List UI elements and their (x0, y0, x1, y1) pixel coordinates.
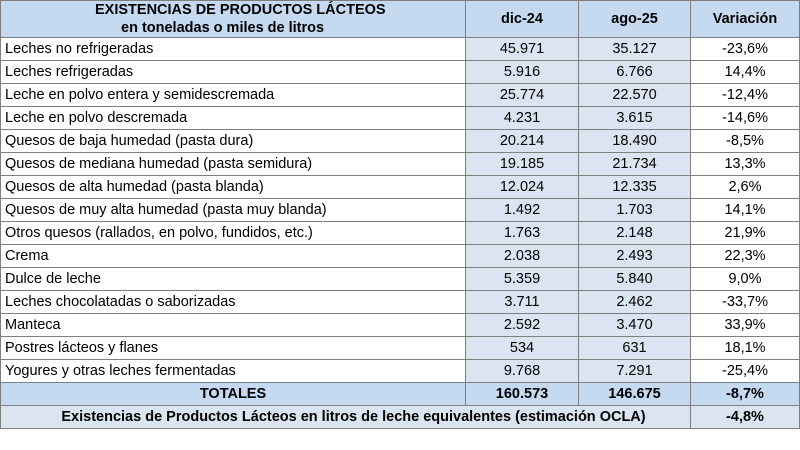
value-variation: 14,1% (690, 198, 800, 222)
product-name: Quesos de muy alta humedad (pasta muy bl… (0, 198, 466, 222)
product-name: Leches chocolatadas o saborizadas (0, 290, 466, 314)
table-row: Dulce de leche 5.359 5.840 9,0% (0, 267, 800, 291)
totals-variation: -8,7% (690, 382, 800, 406)
value-ago25: 6.766 (578, 60, 691, 84)
value-variation: 2,6% (690, 175, 800, 199)
value-dic24: 4.231 (465, 106, 579, 130)
value-ago25: 2.493 (578, 244, 691, 268)
value-ago25: 5.840 (578, 267, 691, 291)
value-dic24: 534 (465, 336, 579, 360)
product-name: Quesos de alta humedad (pasta blanda) (0, 175, 466, 199)
value-variation: 9,0% (690, 267, 800, 291)
table-row: Crema 2.038 2.493 22,3% (0, 244, 800, 268)
value-ago25: 3.615 (578, 106, 691, 130)
table-row: Quesos de alta humedad (pasta blanda) 12.… (0, 175, 800, 199)
value-variation: -12,4% (690, 83, 800, 107)
value-ago25: 1.703 (578, 198, 691, 222)
table-title: EXISTENCIAS DE PRODUCTOS LÁCTEOS (95, 2, 386, 18)
value-ago25: 3.470 (578, 313, 691, 337)
value-variation: -8,5% (690, 129, 800, 153)
value-ago25: 2.148 (578, 221, 691, 245)
value-ago25: 18.490 (578, 129, 691, 153)
product-name: Quesos de mediana humedad (pasta semidur… (0, 152, 466, 176)
value-dic24: 5.916 (465, 60, 579, 84)
value-ago25: 35.127 (578, 37, 691, 61)
value-ago25: 22.570 (578, 83, 691, 107)
value-ago25: 7.291 (578, 359, 691, 383)
value-ago25: 631 (578, 336, 691, 360)
value-variation: 22,3% (690, 244, 800, 268)
table-body: Leches no refrigeradas 45.971 35.127 -23,6%… (0, 37, 800, 383)
value-dic24: 1.763 (465, 221, 579, 245)
product-name: Yogures y otras leches fermentadas (0, 359, 466, 383)
value-ago25: 12.335 (578, 175, 691, 199)
table-row: Yogures y otras leches fermentadas 9.768 7… (0, 359, 800, 383)
totals-dic24: 160.573 (465, 382, 579, 406)
product-name: Otros quesos (rallados, en polvo, fundid… (0, 221, 466, 245)
value-variation: -14,6% (690, 106, 800, 130)
table-row: Postres lácteos y flanes 534 631 18,1% (0, 336, 800, 360)
table-row: Quesos de muy alta humedad (pasta muy bl… (0, 198, 800, 222)
product-name: Crema (0, 244, 466, 268)
table-row: Leches no refrigeradas 45.971 35.127 -23,6% (0, 37, 800, 61)
value-ago25: 21.734 (578, 152, 691, 176)
table-subtitle: en toneladas o miles de litros (121, 20, 325, 36)
table-row: Quesos de baja humedad (pasta dura) 20.21… (0, 129, 800, 153)
equivalent-label: Existencias de Productos Lácteos en litr… (0, 405, 691, 429)
equivalent-row: Existencias de Productos Lácteos en litr… (0, 405, 800, 429)
table-row: Manteca 2.592 3.470 33,9% (0, 313, 800, 337)
totals-row: TOTALES 160.573 146.675 -8,7% (0, 382, 800, 406)
table-row: Quesos de mediana humedad (pasta semidur… (0, 152, 800, 176)
value-dic24: 5.359 (465, 267, 579, 291)
equivalent-variation: -4,8% (690, 405, 800, 429)
dairy-stock-table: EXISTENCIAS DE PRODUCTOS LÁCTEOS en tone… (0, 0, 800, 429)
product-name: Leche en polvo descremada (0, 106, 466, 130)
product-name: Leche en polvo entera y semidescremada (0, 83, 466, 107)
value-variation: 21,9% (690, 221, 800, 245)
value-ago25: 2.462 (578, 290, 691, 314)
value-dic24: 20.214 (465, 129, 579, 153)
product-name: Postres lácteos y flanes (0, 336, 466, 360)
totals-ago25: 146.675 (578, 382, 691, 406)
product-name: Manteca (0, 313, 466, 337)
product-name: Dulce de leche (0, 267, 466, 291)
table-row: Leches refrigeradas 5.916 6.766 14,4% (0, 60, 800, 84)
value-variation: 33,9% (690, 313, 800, 337)
column-header-dic24: dic-24 (465, 0, 579, 38)
product-name: Leches no refrigeradas (0, 37, 466, 61)
table-row: Leche en polvo descremada 4.231 3.615 -14,6… (0, 106, 800, 130)
value-variation: -33,7% (690, 290, 800, 314)
value-dic24: 45.971 (465, 37, 579, 61)
table-row: Leches chocolatadas o saborizadas 3.711 2.… (0, 290, 800, 314)
value-variation: 18,1% (690, 336, 800, 360)
value-dic24: 12.024 (465, 175, 579, 199)
column-header-variation: Variación (690, 0, 800, 38)
value-variation: -23,6% (690, 37, 800, 61)
table-row: Leche en polvo entera y semidescremada 25… (0, 83, 800, 107)
value-variation: 14,4% (690, 60, 800, 84)
table-title-cell: EXISTENCIAS DE PRODUCTOS LÁCTEOS en tone… (0, 0, 466, 38)
product-name: Quesos de baja humedad (pasta dura) (0, 129, 466, 153)
totals-label: TOTALES (0, 382, 466, 406)
table-row: Otros quesos (rallados, en polvo, fundid… (0, 221, 800, 245)
value-dic24: 3.711 (465, 290, 579, 314)
value-dic24: 9.768 (465, 359, 579, 383)
value-dic24: 2.592 (465, 313, 579, 337)
product-name: Leches refrigeradas (0, 60, 466, 84)
value-dic24: 2.038 (465, 244, 579, 268)
value-dic24: 19.185 (465, 152, 579, 176)
value-dic24: 25.774 (465, 83, 579, 107)
header-row: EXISTENCIAS DE PRODUCTOS LÁCTEOS en tone… (0, 0, 800, 38)
value-variation: 13,3% (690, 152, 800, 176)
value-variation: -25,4% (690, 359, 800, 383)
value-dic24: 1.492 (465, 198, 579, 222)
column-header-ago25: ago-25 (578, 0, 691, 38)
